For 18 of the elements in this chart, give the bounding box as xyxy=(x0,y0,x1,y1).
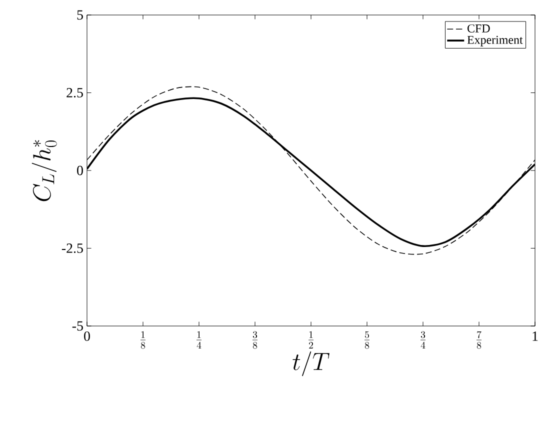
x-tick-label: $\frac{5}{8}$ xyxy=(364,331,370,349)
y-tick-label: 0 xyxy=(77,166,83,176)
y-tick-label: -2.5 xyxy=(62,244,83,253)
x-tick-label: $\frac{1}{2}$ xyxy=(308,331,314,349)
x-tick-label: $\frac{7}{8}$ xyxy=(476,331,482,349)
y-axis-title: $C_L/h_0^*$ xyxy=(32,140,57,202)
x-tick-label: 0 xyxy=(84,332,90,341)
x-tick-label: $\frac{3}{4}$ xyxy=(420,331,426,349)
legend-label: Experiment xyxy=(467,36,523,46)
x-tick-label: 1 xyxy=(532,332,538,341)
x-axis-title: $t/T$ xyxy=(292,351,330,376)
legend-label: CFD xyxy=(468,24,490,32)
y-tick-label: 5 xyxy=(77,10,83,20)
x-tick-label: $\frac{1}{4}$ xyxy=(196,331,202,349)
x-tick-label: $\frac{3}{8}$ xyxy=(252,331,258,349)
y-tick-label: 2.5 xyxy=(66,88,83,98)
y-tick-label: -5 xyxy=(72,321,83,331)
x-tick-label: $\frac{1}{8}$ xyxy=(140,331,146,349)
